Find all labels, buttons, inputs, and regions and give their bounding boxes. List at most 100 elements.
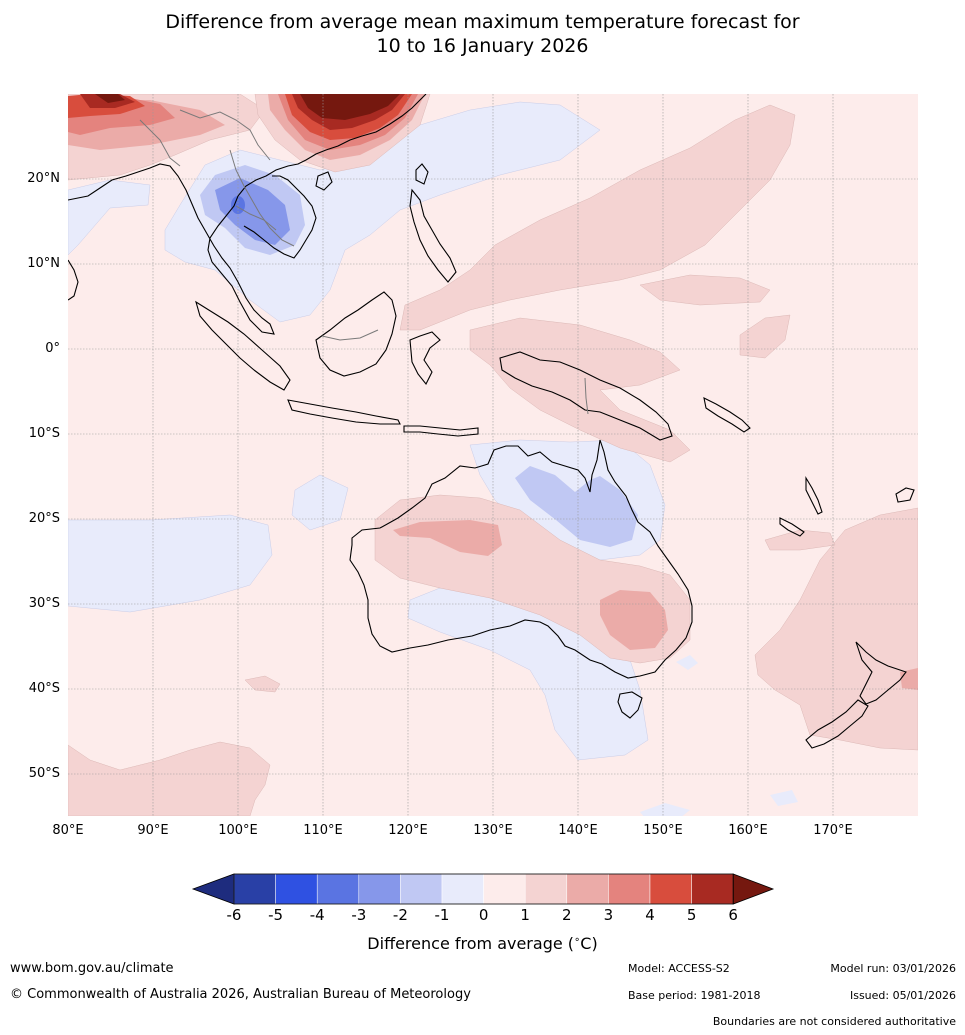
colorbar-under-arrow: [191, 873, 235, 905]
coastline-fiji: [895, 487, 915, 503]
coastline-vanuatu: [805, 476, 823, 515]
coastline-mainland-asia: [68, 94, 427, 335]
warm-region-coral-sea: [764, 529, 836, 551]
cool-region-south-pacific: [770, 790, 798, 806]
cool-region-bay-of-bengal: [68, 179, 151, 256]
degree-symbol: ∘: [574, 934, 581, 946]
lon-label: 110°E: [303, 823, 343, 838]
coastline-indochina-south: [243, 175, 317, 259]
lat-label: 40°S: [28, 681, 60, 696]
lon-label: 80°E: [52, 823, 84, 838]
map-title: Difference from average mean maximum tem…: [0, 10, 965, 58]
lon-label: 130°E: [473, 823, 513, 838]
colorbar-bin: [358, 873, 401, 905]
colorbar-bin: [441, 873, 484, 905]
lat-label: 20°S: [28, 511, 60, 526]
warm-region-tasman-sea: [754, 507, 918, 751]
base-period-text: Base period: 1981-2018: [628, 989, 761, 1002]
cool-region-indochina-southchina: [164, 101, 601, 323]
cool-region-west-indian-ocean: [68, 514, 273, 613]
colorbar-over-arrow: [732, 873, 775, 905]
coastlines: [68, 94, 915, 749]
lon-label: 150°E: [643, 823, 683, 838]
cool-region-indochina-core: [215, 178, 290, 245]
colorbar-bin: [524, 873, 568, 905]
lat-label: 20°N: [27, 171, 60, 186]
colorbar-tick: -4: [309, 906, 325, 924]
colorbar-tick: 6: [728, 906, 738, 924]
warm-region-indian-ocean-spot: [244, 675, 281, 693]
lon-label: 100°E: [218, 823, 258, 838]
warm-region-india-core6: [95, 94, 125, 103]
coastline-sumatra: [195, 300, 291, 391]
coastline-new-guinea: [499, 351, 673, 441]
warm-region-pilbara: [393, 520, 502, 556]
lat-label: 0°: [45, 341, 60, 356]
colorbar-tick: -5: [268, 906, 284, 924]
anomaly-fields: [68, 94, 918, 816]
colorbar-bin: [691, 873, 734, 905]
issued-text: Issued: 05/01/2026: [849, 989, 956, 1002]
coastline-java: [287, 399, 401, 425]
colorbar-tick: 3: [603, 906, 614, 924]
graticule: [68, 94, 918, 816]
colorbar-bin: [608, 873, 651, 905]
lon-label: 90°E: [137, 823, 169, 838]
colorbar: [191, 873, 775, 905]
colorbar-bin: [566, 873, 609, 905]
lon-label: 140°E: [558, 823, 598, 838]
map-title-line2: 10 to 16 January 2026: [376, 35, 589, 57]
colorbar-bin: [233, 873, 276, 905]
lat-label: 10°N: [27, 256, 60, 271]
coastline-sulawesi: [409, 331, 441, 386]
coastline-new-zealand-south: [805, 699, 869, 749]
warm-region-china-core6: [300, 94, 400, 120]
lat-label: 30°S: [28, 596, 60, 611]
colorbar-bin: [275, 873, 318, 905]
coastline-borneo: [315, 291, 397, 377]
coastline-new-caledonia: [779, 517, 805, 537]
lon-label: 160°E: [728, 823, 768, 838]
colorbar-title-text: Difference from average (: [367, 934, 575, 953]
colorbar-title: Difference from average (∘C): [0, 934, 965, 953]
coastline-australia: [349, 439, 693, 679]
colorbar-tick: -6: [226, 906, 242, 924]
lon-label: 170°E: [813, 823, 853, 838]
cool-region-sumatra-sea: [291, 474, 349, 531]
colorbar-tick: -3: [351, 906, 367, 924]
coastline-tasmania: [617, 691, 643, 719]
warm-region-east-pacific-band: [639, 274, 771, 306]
coastline-new-zealand-north: [855, 641, 907, 705]
coastline-lesser-sunda: [403, 425, 479, 437]
warm-region-nsw-interior: [600, 590, 668, 650]
colorbar-bin: [400, 873, 443, 905]
colorbar-outline: [233, 873, 734, 905]
colorbar-tick: -2: [392, 906, 408, 924]
coastline-india-tip: [68, 259, 79, 301]
lon-label: 120°E: [388, 823, 428, 838]
map-title-line1: Difference from average mean maximum tem…: [165, 11, 800, 33]
colorbar-tick: 2: [562, 906, 572, 924]
coastline-taiwan: [415, 163, 429, 185]
colorbar-tick: 0: [478, 906, 489, 924]
copyright-text: © Commonwealth of Australia 2026, Austra…: [10, 987, 471, 1002]
boundaries-note: Boundaries are not considered authoritat…: [712, 1015, 956, 1028]
warm-region-southern-indian: [68, 741, 271, 816]
warm-region-central-pacific: [399, 104, 796, 331]
coastline-solomon-islands: [703, 397, 751, 433]
colorbar-bin: [483, 873, 526, 905]
cool-region-tasman-spot: [676, 655, 698, 670]
lat-label: 10°S: [28, 426, 60, 441]
website-link[interactable]: www.bom.gov.au/climate: [10, 961, 174, 976]
model-text: Model: ACCESS-S2: [628, 962, 730, 975]
cool-region-queensland: [515, 466, 638, 547]
lat-label: 50°S: [28, 766, 60, 781]
colorbar-tick: -1: [434, 906, 450, 924]
colorbar-tick: 4: [645, 906, 655, 924]
colorbar-tick: 1: [520, 906, 530, 924]
warm-region-east-equatorial: [739, 314, 791, 359]
model-run-text: Model run: 03/01/2026: [830, 962, 956, 975]
coastline-philippines: [409, 188, 457, 283]
coastline-hainan: [315, 171, 333, 191]
